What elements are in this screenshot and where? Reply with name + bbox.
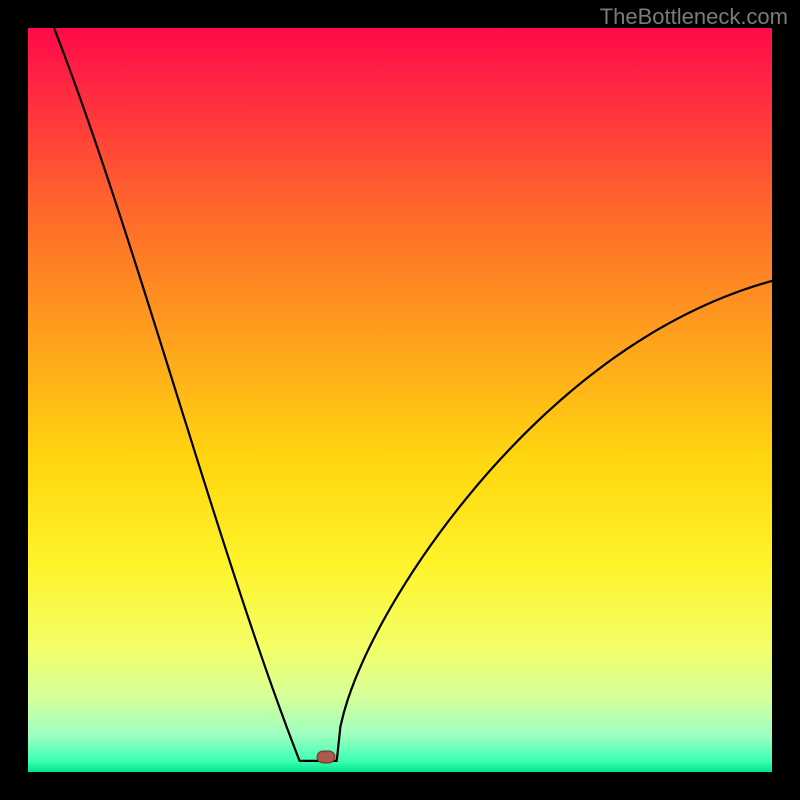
- curve-layer: [28, 28, 772, 772]
- chart-frame: [26, 26, 774, 774]
- watermark-text: TheBottleneck.com: [600, 4, 788, 30]
- bottleneck-curve: [54, 28, 772, 761]
- optimal-point-marker: [316, 751, 335, 764]
- plot-area: [28, 28, 772, 772]
- chart-stage: TheBottleneck.com: [0, 0, 800, 800]
